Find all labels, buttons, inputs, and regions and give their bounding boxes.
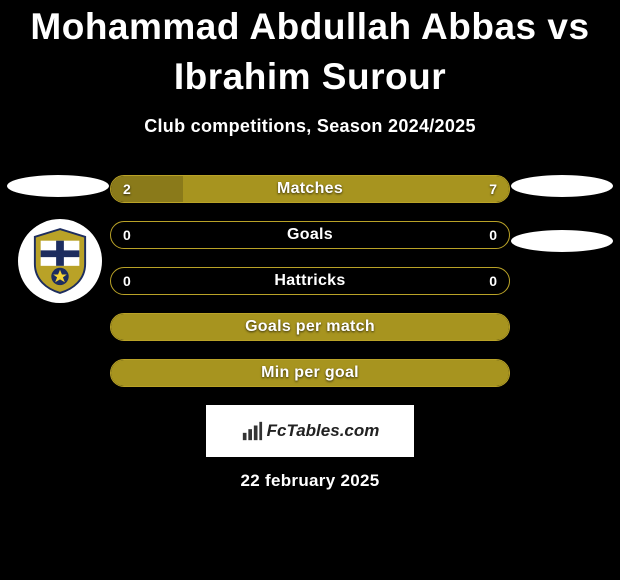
bar-value-right: 0: [489, 227, 497, 243]
bar-value-left: 0: [123, 227, 131, 243]
bar-label: Goals: [111, 226, 509, 244]
bar-value-right: 0: [489, 273, 497, 289]
date-text: 22 february 2025: [0, 471, 620, 491]
bar-row-goals-per-match: Goals per match: [110, 313, 510, 341]
bar-row-matches: Matches2 7: [110, 175, 510, 203]
bar-label: Matches: [111, 180, 509, 198]
bar-label: Hattricks: [111, 272, 509, 290]
bar-row-min-per-goal: Min per goal: [110, 359, 510, 387]
club-badge: [18, 219, 102, 303]
subtitle: Club competitions, Season 2024/2025: [0, 116, 620, 137]
bar-value-left: 0: [123, 273, 131, 289]
shield-icon: [31, 227, 89, 295]
bar-row-hattricks: Hattricks0 0: [110, 267, 510, 295]
bar-label: Min per goal: [111, 364, 509, 382]
page-title: Mohammad Abdullah Abbas vs Ibrahim Surou…: [0, 2, 620, 102]
player-photo-placeholder-right: [511, 175, 613, 197]
infographic-container: Mohammad Abdullah Abbas vs Ibrahim Surou…: [0, 0, 620, 491]
bar-row-goals: Goals0 0: [110, 221, 510, 249]
bars-icon: [241, 420, 263, 442]
bar-label: Goals per match: [111, 318, 509, 336]
bar-value-left: 2: [123, 181, 131, 197]
footer-brand-card: FcTables.com: [206, 405, 414, 457]
bar-value-right: 7: [489, 181, 497, 197]
player-photo-placeholder-left: [7, 175, 109, 197]
chart-area: Matches27Goals00Hattricks00Goals per mat…: [0, 175, 620, 387]
comparison-bars: Matches27Goals00Hattricks00Goals per mat…: [110, 175, 510, 387]
player-photo-placeholder-right-2: [511, 230, 613, 252]
footer-brand-text: FcTables.com: [267, 421, 380, 441]
